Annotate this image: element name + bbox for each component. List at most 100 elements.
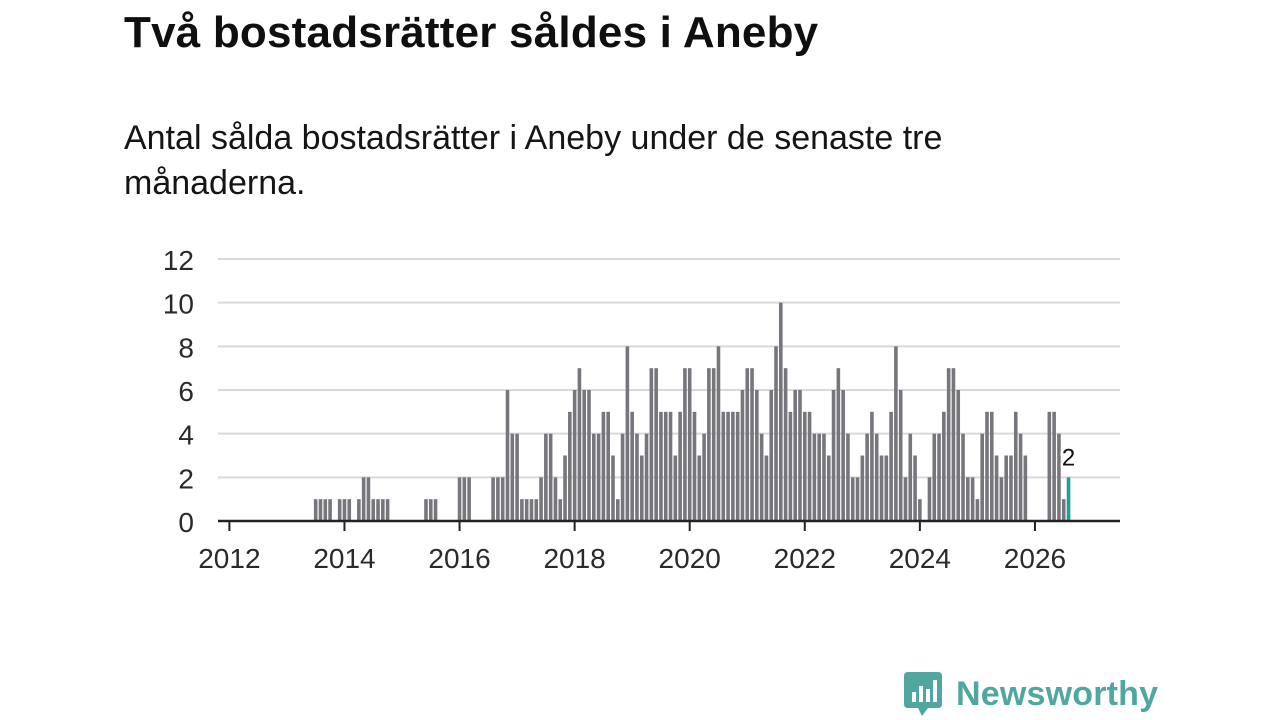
y-tick-label: 4 (178, 420, 194, 451)
bar (879, 455, 884, 521)
bar (534, 499, 539, 521)
bar (462, 477, 467, 521)
bar (711, 368, 716, 521)
highlight-value-label: 2 (1062, 444, 1075, 471)
bar (894, 346, 898, 521)
bar (697, 455, 702, 521)
bar (457, 477, 462, 521)
bar (961, 433, 965, 521)
bar (649, 368, 654, 521)
bar (683, 368, 687, 521)
bar (342, 499, 347, 521)
y-tick-label: 6 (178, 376, 194, 407)
bar (563, 455, 567, 521)
bar (764, 455, 769, 521)
bar (553, 477, 558, 521)
bar (903, 477, 908, 521)
bar (846, 433, 850, 521)
bar (611, 455, 615, 521)
bar (874, 433, 879, 521)
bar (673, 455, 678, 521)
bar (577, 368, 582, 521)
page-subtitle: Antal sålda bostadsrätter i Aneby under … (124, 119, 943, 202)
bar (812, 433, 817, 521)
bar (702, 433, 706, 521)
x-tick-label: 2018 (543, 543, 605, 574)
bar (654, 368, 658, 521)
bar (529, 499, 534, 521)
bar (668, 411, 673, 521)
bar (956, 390, 961, 521)
bar (707, 368, 711, 521)
bar (822, 433, 826, 521)
bar (361, 477, 366, 521)
bar (659, 411, 663, 521)
x-tick-label: 2020 (659, 543, 721, 574)
bar (802, 411, 807, 521)
bar (994, 455, 999, 521)
bar (860, 455, 865, 521)
bar (1061, 499, 1066, 521)
bar (630, 411, 634, 521)
bar (692, 411, 697, 521)
bar (951, 368, 956, 521)
y-tick-label: 10 (163, 289, 194, 320)
bar (1018, 433, 1023, 521)
bar (639, 455, 644, 521)
bar (596, 433, 601, 521)
bar (644, 433, 649, 521)
bar (625, 346, 630, 521)
bar (985, 411, 989, 521)
bar (908, 433, 913, 521)
bar (572, 390, 577, 521)
bar (318, 499, 323, 521)
bar (520, 499, 524, 521)
bar (428, 499, 433, 521)
bar (740, 390, 745, 521)
bar (942, 411, 946, 521)
bar (505, 390, 510, 521)
bar (870, 411, 874, 521)
bar (980, 433, 984, 521)
bar (927, 477, 932, 521)
bar (687, 368, 692, 521)
bar (735, 411, 740, 521)
bar (1057, 433, 1061, 521)
bar (328, 499, 332, 521)
bar (826, 455, 831, 521)
bar (1047, 411, 1052, 521)
newsworthy-logo: Newsworthy (902, 670, 1158, 718)
bar (496, 477, 500, 521)
bar (337, 499, 342, 521)
data-labels: 2 (1059, 442, 1077, 474)
x-tick-label: 2016 (428, 543, 490, 574)
bar (323, 499, 328, 521)
bar (850, 477, 855, 521)
bar (582, 390, 587, 521)
bar (807, 411, 812, 521)
bar (913, 455, 917, 521)
x-tick-label: 2014 (313, 543, 375, 574)
brand-name: Newsworthy (956, 674, 1159, 713)
bar (347, 499, 352, 521)
bar (721, 411, 726, 521)
bar (817, 433, 821, 521)
bar (966, 477, 970, 521)
bar (774, 346, 778, 521)
bar (1009, 455, 1013, 521)
bar (932, 433, 937, 521)
bar (788, 411, 793, 521)
x-tick-label: 2026 (1004, 543, 1066, 574)
bar (937, 433, 941, 521)
bar (467, 477, 471, 521)
bar (620, 433, 625, 521)
bar (865, 433, 869, 521)
bar (731, 411, 735, 521)
bar (836, 368, 841, 521)
bar (759, 433, 764, 521)
bar (678, 411, 682, 521)
bar (615, 499, 620, 521)
bar (510, 433, 515, 521)
y-tick-label: 2 (178, 463, 194, 494)
bar (515, 433, 519, 521)
